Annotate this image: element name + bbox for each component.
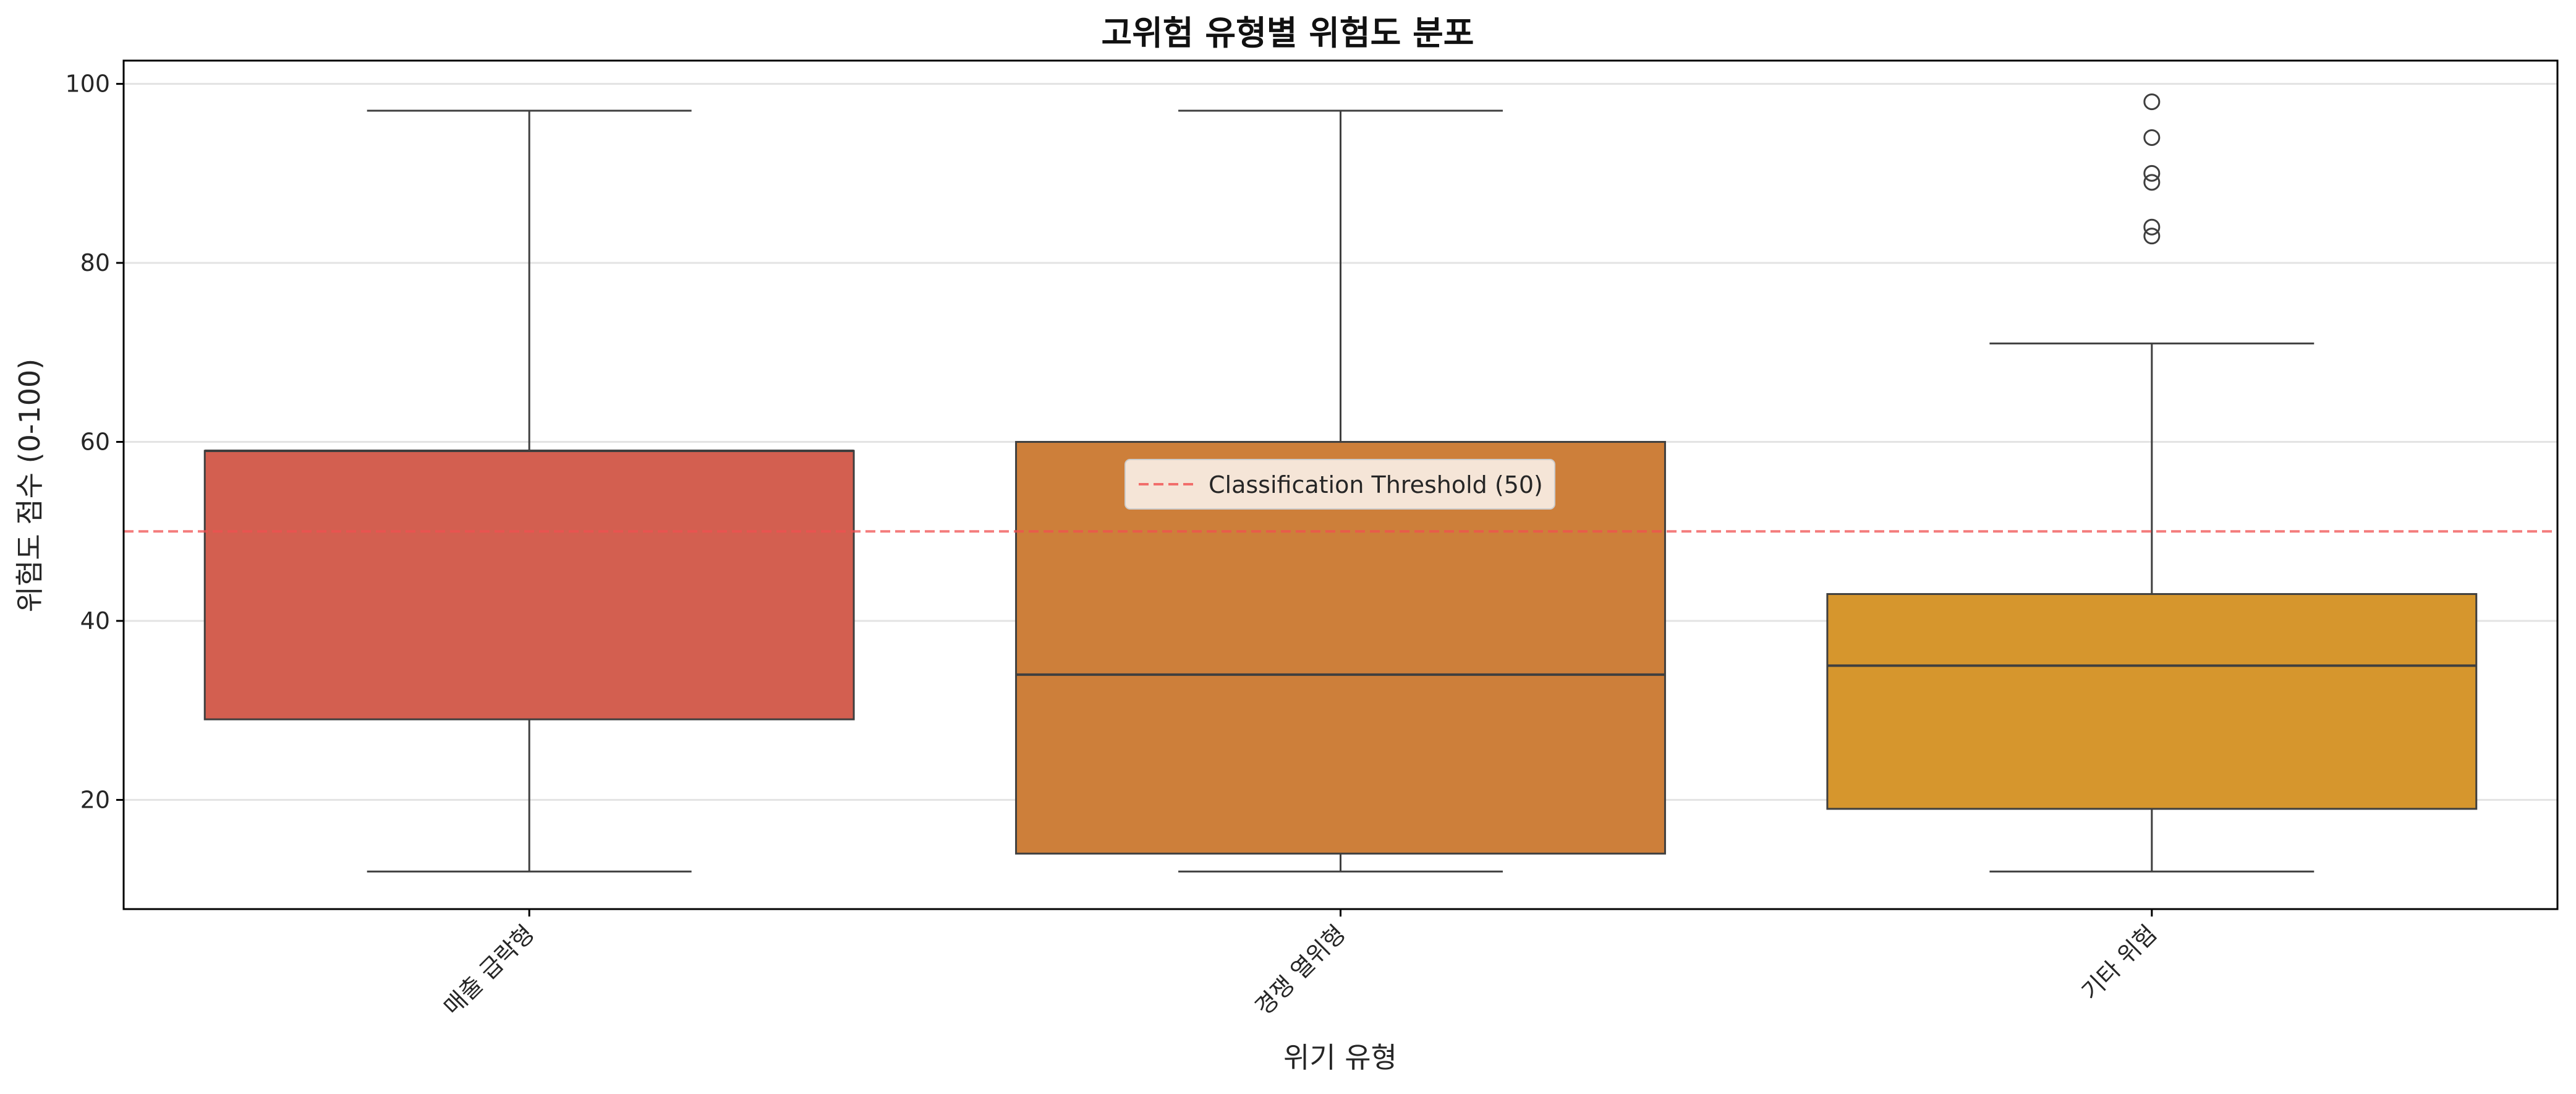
x-axis-label: 위기 유형 [1283,1041,1397,1074]
outlier-point [2143,93,2161,111]
x-ticks: 매출 급락형 경쟁 열위형 기타 위험 [438,909,2162,1021]
x-tick-label: 매출 급락형 [438,920,539,1020]
outlier-point [2143,228,2161,245]
y-ticks: 20 40 60 80 100 [65,71,124,813]
iqr-box [1826,593,2478,810]
y-axis-label: 위험도 점수 (0-100) [13,359,46,612]
x-tick-label: 기타 위험 [2077,920,2162,1006]
outlier-point [2143,174,2161,191]
y-tick-label: 60 [80,429,110,456]
outlier-point [2143,129,2161,146]
boxes [203,93,2478,873]
y-tick-label: 40 [80,607,110,635]
box-2 [1826,93,2478,873]
box-0 [203,109,855,873]
y-tick-label: 20 [80,786,110,813]
legend-box [1124,459,1555,510]
iqr-box [203,450,855,720]
x-tick-label: 경쟁 열위형 [1250,920,1351,1020]
legend-threshold-label: Classification Threshold (50) [1209,471,1543,498]
legend: Classification Threshold (50) [1124,459,1555,510]
outlier-point [2143,218,2161,236]
box-1 [1015,109,1666,873]
y-tick-label: 80 [80,249,110,276]
iqr-box [1015,441,1666,855]
y-tick-label: 100 [65,71,110,98]
chart-title: 고위험 유형별 위험도 분포 [1102,14,1474,53]
outlier-point [2143,165,2161,182]
